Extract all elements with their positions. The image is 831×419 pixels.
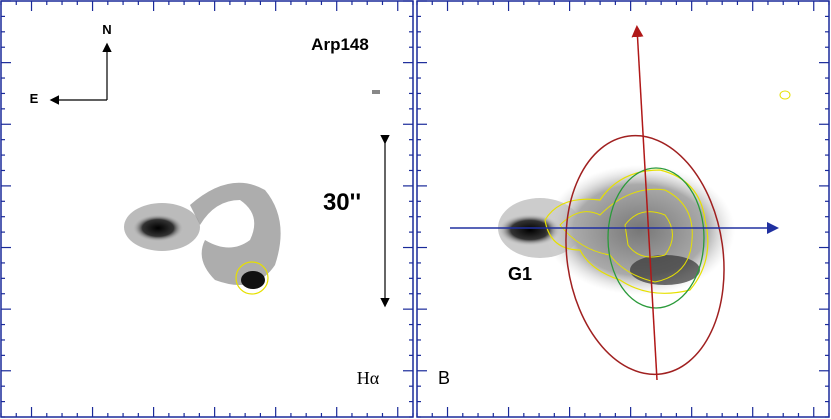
filter-label: Hα	[357, 368, 380, 388]
right-image	[450, 25, 791, 381]
component-label: G1	[508, 264, 532, 284]
panel-frame	[416, 0, 830, 418]
object-name: Arp148	[311, 35, 369, 54]
scale-label: 30''	[323, 189, 361, 216]
panel-label: B	[438, 368, 450, 388]
compass-east: E	[30, 91, 39, 106]
star	[372, 90, 380, 94]
compass	[49, 42, 112, 105]
left-image	[124, 182, 281, 295]
compass-north: N	[102, 22, 111, 37]
panel-frame	[0, 0, 414, 418]
